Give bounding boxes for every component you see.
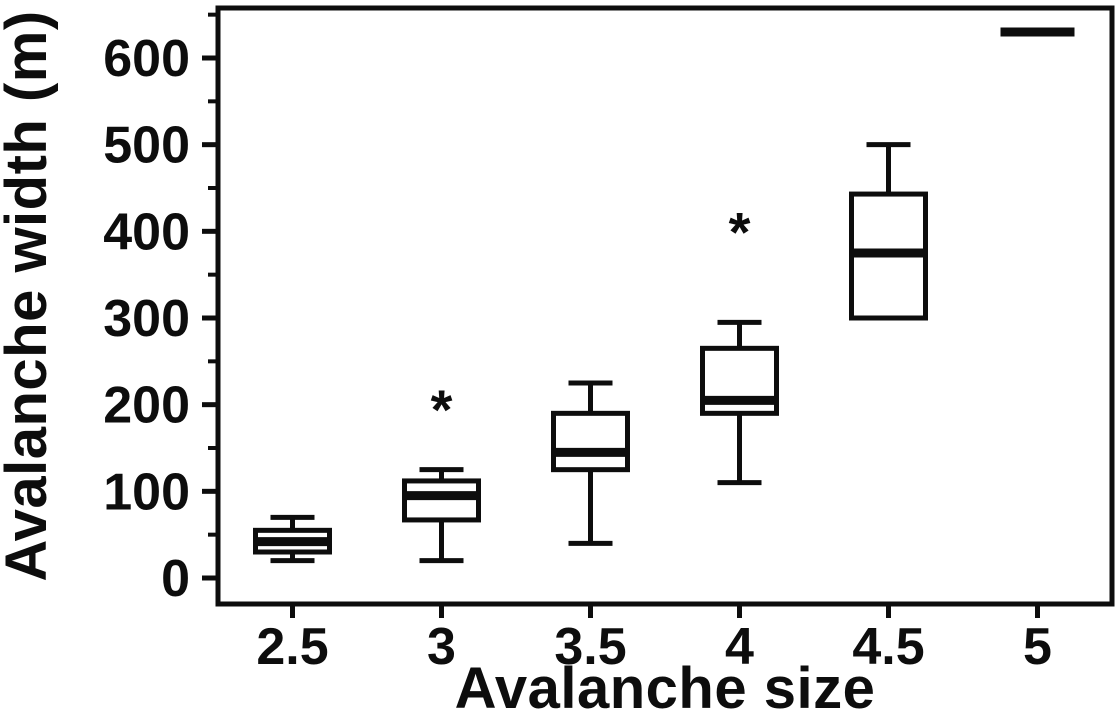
y-tick-label: 200 — [103, 377, 190, 435]
y-tick-label: 0 — [161, 550, 190, 608]
x-tick-label: 3.5 — [554, 618, 626, 676]
outlier-marker: * — [431, 378, 453, 441]
box — [551, 410, 630, 473]
y-tick-label: 100 — [103, 463, 190, 521]
outlier-marker: * — [729, 200, 751, 263]
y-tick-label: 500 — [103, 117, 190, 175]
x-tick-label: 4.5 — [852, 618, 924, 676]
x-tick-label: 4 — [725, 618, 754, 676]
plot-frame — [215, 5, 1115, 607]
y-tick-label: 300 — [103, 290, 190, 348]
y-axis-label: Avalanche width (m) — [0, 10, 59, 581]
x-tick-label: 2.5 — [256, 618, 328, 676]
y-tick-label: 600 — [103, 30, 190, 88]
x-tick-label: 3 — [427, 618, 456, 676]
x-axis-label: Avalanche size — [455, 656, 876, 721]
x-tick-label: 5 — [1023, 618, 1052, 676]
y-tick-label: 400 — [103, 203, 190, 261]
box — [402, 478, 481, 523]
